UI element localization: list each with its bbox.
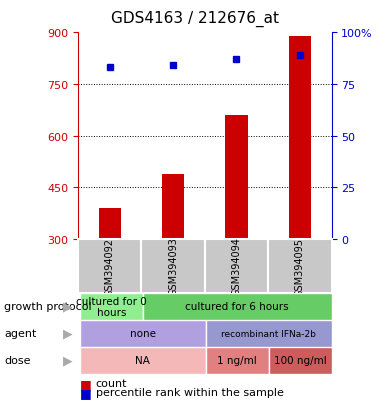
Bar xyxy=(99,209,121,240)
Bar xyxy=(269,347,332,374)
Text: percentile rank within the sample: percentile rank within the sample xyxy=(96,387,284,397)
Text: growth protocol: growth protocol xyxy=(4,301,92,312)
Bar xyxy=(206,347,269,374)
Text: GSM394092: GSM394092 xyxy=(105,237,115,296)
Text: GSM394093: GSM394093 xyxy=(168,237,178,296)
Bar xyxy=(80,347,206,374)
Text: 100 ng/ml: 100 ng/ml xyxy=(274,355,326,366)
Text: ▶: ▶ xyxy=(64,327,73,340)
Bar xyxy=(143,293,332,320)
Text: GDS4163 / 212676_at: GDS4163 / 212676_at xyxy=(111,10,279,26)
Text: agent: agent xyxy=(4,328,36,339)
Bar xyxy=(289,36,311,240)
Text: GSM394094: GSM394094 xyxy=(231,237,241,296)
Text: ▶: ▶ xyxy=(64,354,73,367)
Text: cultured for 0
hours: cultured for 0 hours xyxy=(76,296,147,318)
Text: dose: dose xyxy=(4,355,30,366)
Bar xyxy=(162,174,184,240)
Bar xyxy=(206,320,332,347)
Bar xyxy=(268,240,332,293)
Text: 1 ng/ml: 1 ng/ml xyxy=(217,355,257,366)
Text: ■: ■ xyxy=(80,386,92,399)
Text: cultured for 6 hours: cultured for 6 hours xyxy=(185,301,289,312)
Bar xyxy=(225,116,248,240)
Bar xyxy=(80,320,206,347)
Text: ▶: ▶ xyxy=(64,300,73,313)
Bar xyxy=(205,240,268,293)
Text: recombinant IFNa-2b: recombinant IFNa-2b xyxy=(221,329,316,338)
Text: none: none xyxy=(130,328,156,339)
Text: count: count xyxy=(96,378,127,388)
Text: GSM394095: GSM394095 xyxy=(295,237,305,296)
Text: NA: NA xyxy=(135,355,150,366)
Text: ■: ■ xyxy=(80,377,92,390)
Bar xyxy=(78,240,141,293)
Bar xyxy=(80,293,143,320)
Bar xyxy=(141,240,205,293)
